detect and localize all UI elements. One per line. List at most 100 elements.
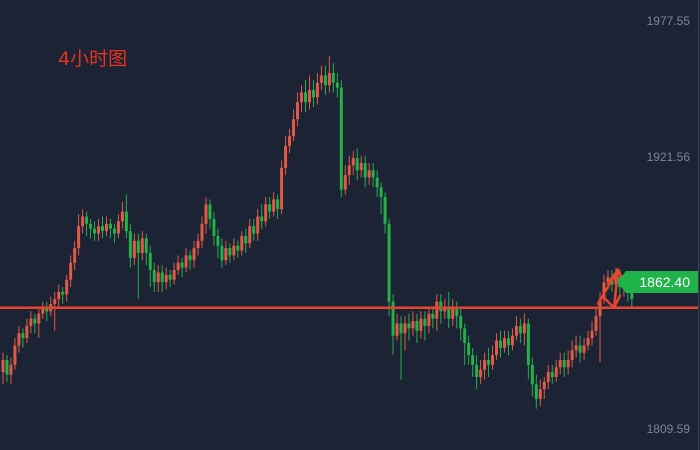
candle — [124, 194, 128, 239]
candle-body — [104, 223, 108, 232]
candle-body — [33, 318, 37, 324]
candle-body — [554, 367, 558, 378]
candle-body — [124, 211, 128, 232]
candle-body — [188, 255, 192, 261]
candle — [108, 218, 112, 239]
candle-body — [514, 325, 518, 336]
candle-body — [256, 216, 260, 234]
candle-body — [335, 82, 339, 88]
candle — [252, 218, 256, 241]
candle-body — [347, 165, 351, 176]
candle — [21, 328, 25, 348]
candle-body — [292, 119, 296, 137]
candle — [216, 228, 220, 258]
candle — [347, 155, 351, 185]
candle-body — [303, 92, 307, 103]
candle-body — [140, 238, 144, 253]
candle-body — [236, 245, 240, 251]
candle-body — [248, 226, 252, 244]
candle-body — [518, 325, 522, 334]
candle-body — [526, 323, 530, 365]
candle-body — [128, 231, 132, 258]
candle — [459, 308, 463, 341]
candle — [570, 340, 574, 368]
candle — [355, 148, 359, 180]
candle-body — [495, 340, 499, 356]
candle-body — [224, 248, 228, 261]
candle-body — [586, 338, 590, 346]
candle — [395, 313, 399, 341]
candle-body — [387, 223, 391, 302]
candle-body — [53, 299, 57, 305]
candle — [5, 355, 9, 382]
candle — [574, 335, 578, 358]
candle — [232, 238, 236, 261]
candle — [518, 318, 522, 343]
candle — [415, 313, 419, 343]
candle — [260, 204, 264, 229]
candle-body — [244, 235, 248, 244]
candle-body — [57, 291, 61, 300]
candle-body — [487, 360, 491, 365]
candle — [351, 150, 355, 176]
candle-body — [343, 175, 347, 190]
candle-body — [423, 318, 427, 326]
candle — [25, 318, 29, 343]
candle — [510, 328, 514, 351]
candle — [57, 284, 61, 307]
candle-body — [156, 272, 160, 283]
candle — [45, 301, 49, 322]
candle-body — [339, 87, 343, 190]
candle — [375, 170, 379, 198]
candle-body — [272, 199, 276, 212]
candle-body — [200, 223, 204, 241]
candle — [323, 65, 327, 95]
candle-body — [176, 262, 180, 270]
candle — [69, 255, 73, 288]
candle-body — [562, 360, 566, 368]
candle — [152, 262, 156, 292]
candle-body — [546, 372, 550, 382]
candle-body — [300, 92, 303, 103]
candle-body — [411, 321, 415, 329]
candle-body — [120, 211, 124, 222]
candle-body — [160, 272, 164, 283]
candle-body — [502, 338, 506, 348]
candle — [558, 352, 562, 375]
candle-body — [566, 360, 570, 368]
candle — [208, 199, 212, 229]
candle — [387, 218, 391, 317]
candle-body — [220, 245, 224, 261]
candle — [343, 165, 347, 195]
candle-body — [25, 325, 29, 339]
candle — [391, 294, 395, 356]
candle-body — [491, 355, 495, 365]
candle-body — [399, 323, 403, 334]
price-axis-separator — [698, 0, 699, 450]
candle-body — [280, 167, 284, 210]
candle-body — [594, 316, 598, 331]
candle — [379, 182, 383, 215]
candle — [590, 321, 594, 346]
candle-body — [483, 360, 487, 370]
candle — [487, 347, 491, 378]
candle — [495, 333, 499, 360]
candle-body — [73, 248, 77, 263]
candle — [542, 377, 546, 399]
candle — [120, 201, 124, 229]
candle-body — [152, 270, 156, 283]
candle — [17, 325, 21, 353]
candle — [280, 160, 284, 215]
candle-body — [363, 162, 367, 178]
candle-body — [196, 240, 200, 249]
candle — [89, 218, 93, 239]
candle — [479, 360, 483, 385]
candle-body — [112, 228, 116, 234]
candle — [538, 379, 542, 407]
candle-body — [311, 90, 315, 98]
candle-body — [419, 318, 423, 331]
candle — [447, 291, 451, 329]
candle — [228, 243, 232, 263]
candle-body — [602, 282, 606, 300]
candle-body — [29, 318, 33, 326]
